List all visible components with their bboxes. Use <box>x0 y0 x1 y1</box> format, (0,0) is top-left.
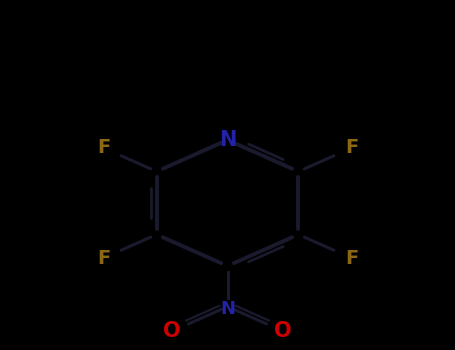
Text: F: F <box>345 138 358 158</box>
Text: F: F <box>345 248 358 268</box>
Text: O: O <box>274 321 292 341</box>
Text: N: N <box>219 130 236 150</box>
Text: F: F <box>97 138 110 158</box>
Text: F: F <box>97 248 110 268</box>
Text: O: O <box>163 321 181 341</box>
Text: N: N <box>220 300 235 317</box>
